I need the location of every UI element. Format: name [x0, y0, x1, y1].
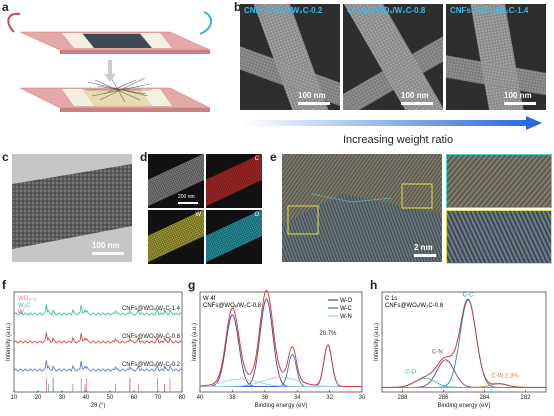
xrd-chart: 10 20 30 40 50 60 70 80 2θ (°) Intensity (a.u.) WO… — [6, 291, 186, 409]
panel-label-h: h — [370, 278, 378, 292]
x-tick-label: 80 — [179, 395, 186, 401]
x-axis-label: Binding energy (eV) — [437, 403, 490, 409]
series-label: CNFs@WOₓ/W₂C-0.8 — [122, 334, 181, 340]
x-tick-label: 40 — [83, 395, 90, 401]
edx-map-O: O — [206, 210, 262, 264]
hrtem-image: 2 nm — [282, 154, 442, 262]
edx-map-W: W — [148, 210, 204, 264]
y-axis-label: Intensity (a.u.) — [192, 323, 198, 361]
x-tick-label: 286 — [438, 395, 449, 401]
edx-map-C: C — [206, 154, 262, 208]
hrtem-inset-top — [446, 154, 552, 208]
increasing-ratio-arrow — [242, 116, 542, 130]
x-tick-label: 10 — [11, 395, 18, 401]
chart-subtitle: CNFs@WOₓ/W₂C-0.8 — [203, 303, 262, 309]
x-tick-label: 40 — [197, 395, 204, 401]
legend-entry: W-C — [340, 306, 353, 312]
panel-label-a: a — [2, 0, 9, 14]
sem-scale-label: 100 nm — [401, 91, 429, 100]
plot-frame — [381, 291, 547, 393]
x-tick-label: 30 — [59, 395, 66, 401]
envelope-line — [382, 298, 546, 388]
sem-image-3: CNFs@WOₓ/W₂C-1.4 100 nm — [446, 4, 546, 110]
y-axis-label: Intensity (a.u.) — [374, 323, 380, 361]
series-label: CNFs@WOₓ/W₂C-0.2 — [122, 362, 181, 368]
x-tick-label: 34 — [294, 395, 301, 401]
x-tick-label: 284 — [479, 395, 490, 401]
peak-annotation: C-C — [463, 292, 474, 298]
edx-map-image: 200 nm — [148, 154, 204, 208]
series-label: CNFs@WOₓ/W₂C-1.4 — [122, 306, 181, 312]
tem-scale-label: 100 nm — [92, 241, 120, 250]
x-axis-label: Binding energy (eV) — [254, 403, 307, 409]
envelope-line — [200, 289, 362, 387]
sem-image-title: CNFs@WOₓ/W₂C-0.8 — [347, 6, 426, 15]
x-tick-label: 50 — [107, 395, 114, 401]
fit-component-line — [200, 298, 362, 387]
sem-scalebar — [401, 102, 433, 105]
edx-element-label: O — [254, 212, 259, 218]
x-tick-label: 288 — [397, 395, 408, 401]
sem-image-title: CNFs@WOₓ/W₂C-0.2 — [244, 6, 323, 15]
device-schematic — [7, 11, 212, 112]
xrd-series-line — [13, 360, 183, 372]
panel-label-d: d — [140, 150, 148, 164]
chart-title: C 1s — [385, 296, 397, 302]
panel-label-f: f — [2, 278, 6, 292]
xrd-series-line — [13, 332, 183, 344]
percentage-annotation: 20.7% — [319, 331, 337, 337]
tem-fiber-image: 100 nm — [12, 154, 132, 262]
hrtem-scale-label: 2 nm — [414, 243, 433, 252]
x-axis-label: 2θ (°) — [91, 403, 106, 409]
peak-annotation: C-W 2.3% — [491, 373, 519, 379]
x-tick-label: 36 — [261, 395, 268, 401]
sem-image-title: CNFs@WOₓ/W₂C-1.4 — [450, 6, 529, 15]
sem-scalebar — [504, 102, 536, 105]
xps-c1s-chart: 288 286 284 282 Binding energy (eV) Intensity… — [374, 291, 547, 409]
panel-label-g: g — [188, 278, 196, 292]
chart-subtitle: CNFs@WOₓ/W₂C-0.8 — [385, 303, 444, 309]
x-tick-label: 60 — [131, 395, 138, 401]
hrtem-inset-bottom — [446, 210, 552, 264]
legend-entry: W-O — [340, 298, 353, 304]
sem-image-2: CNFs@WOₓ/W₂C-0.8 100 nm — [343, 4, 443, 110]
sem-scale-label: 100 nm — [504, 91, 532, 100]
fit-component-line — [200, 378, 362, 387]
x-tick-label: 32 — [326, 395, 333, 401]
plot-frame — [199, 291, 363, 393]
peak-annotation: C-O — [405, 370, 416, 376]
edx-element-label: C — [254, 156, 259, 162]
y-axis-label: Intensity (a.u.) — [6, 323, 12, 361]
edx-scalebar — [178, 202, 198, 204]
x-tick-label: 70 — [155, 395, 162, 401]
increasing-ratio-label: Increasing weight ratio — [343, 134, 454, 146]
xps-w4f-chart: 40 38 36 34 32 30 Binding energy (eV) Intensity… — [192, 289, 366, 409]
hrtem-scalebar — [414, 254, 436, 257]
sem-scale-label: 100 nm — [298, 91, 326, 100]
xrd-series-line — [13, 304, 183, 316]
panel-label-c: c — [2, 150, 9, 164]
x-tick-label: 20 — [35, 395, 42, 401]
x-tick-label: 30 — [359, 395, 366, 401]
edx-element-label: W — [195, 212, 201, 218]
panel-label-e: e — [270, 150, 277, 164]
legend-entry: WO₂.₇₂ — [18, 296, 37, 302]
chart-title: W 4f — [203, 296, 216, 302]
panel-label-b: b — [234, 0, 242, 14]
legend-entry: W-N — [340, 314, 352, 320]
x-tick-label: 282 — [520, 395, 531, 401]
x-tick-label: 38 — [229, 395, 236, 401]
sem-scalebar — [298, 102, 330, 105]
sem-image-1: CNFs@WOₓ/W₂C-0.2 100 nm — [240, 4, 340, 110]
tem-scalebar — [92, 252, 124, 255]
edx-scale-label: 200 nm — [178, 194, 195, 200]
legend-entry: W₂C — [18, 303, 31, 309]
peak-annotation: C-N — [432, 349, 443, 355]
